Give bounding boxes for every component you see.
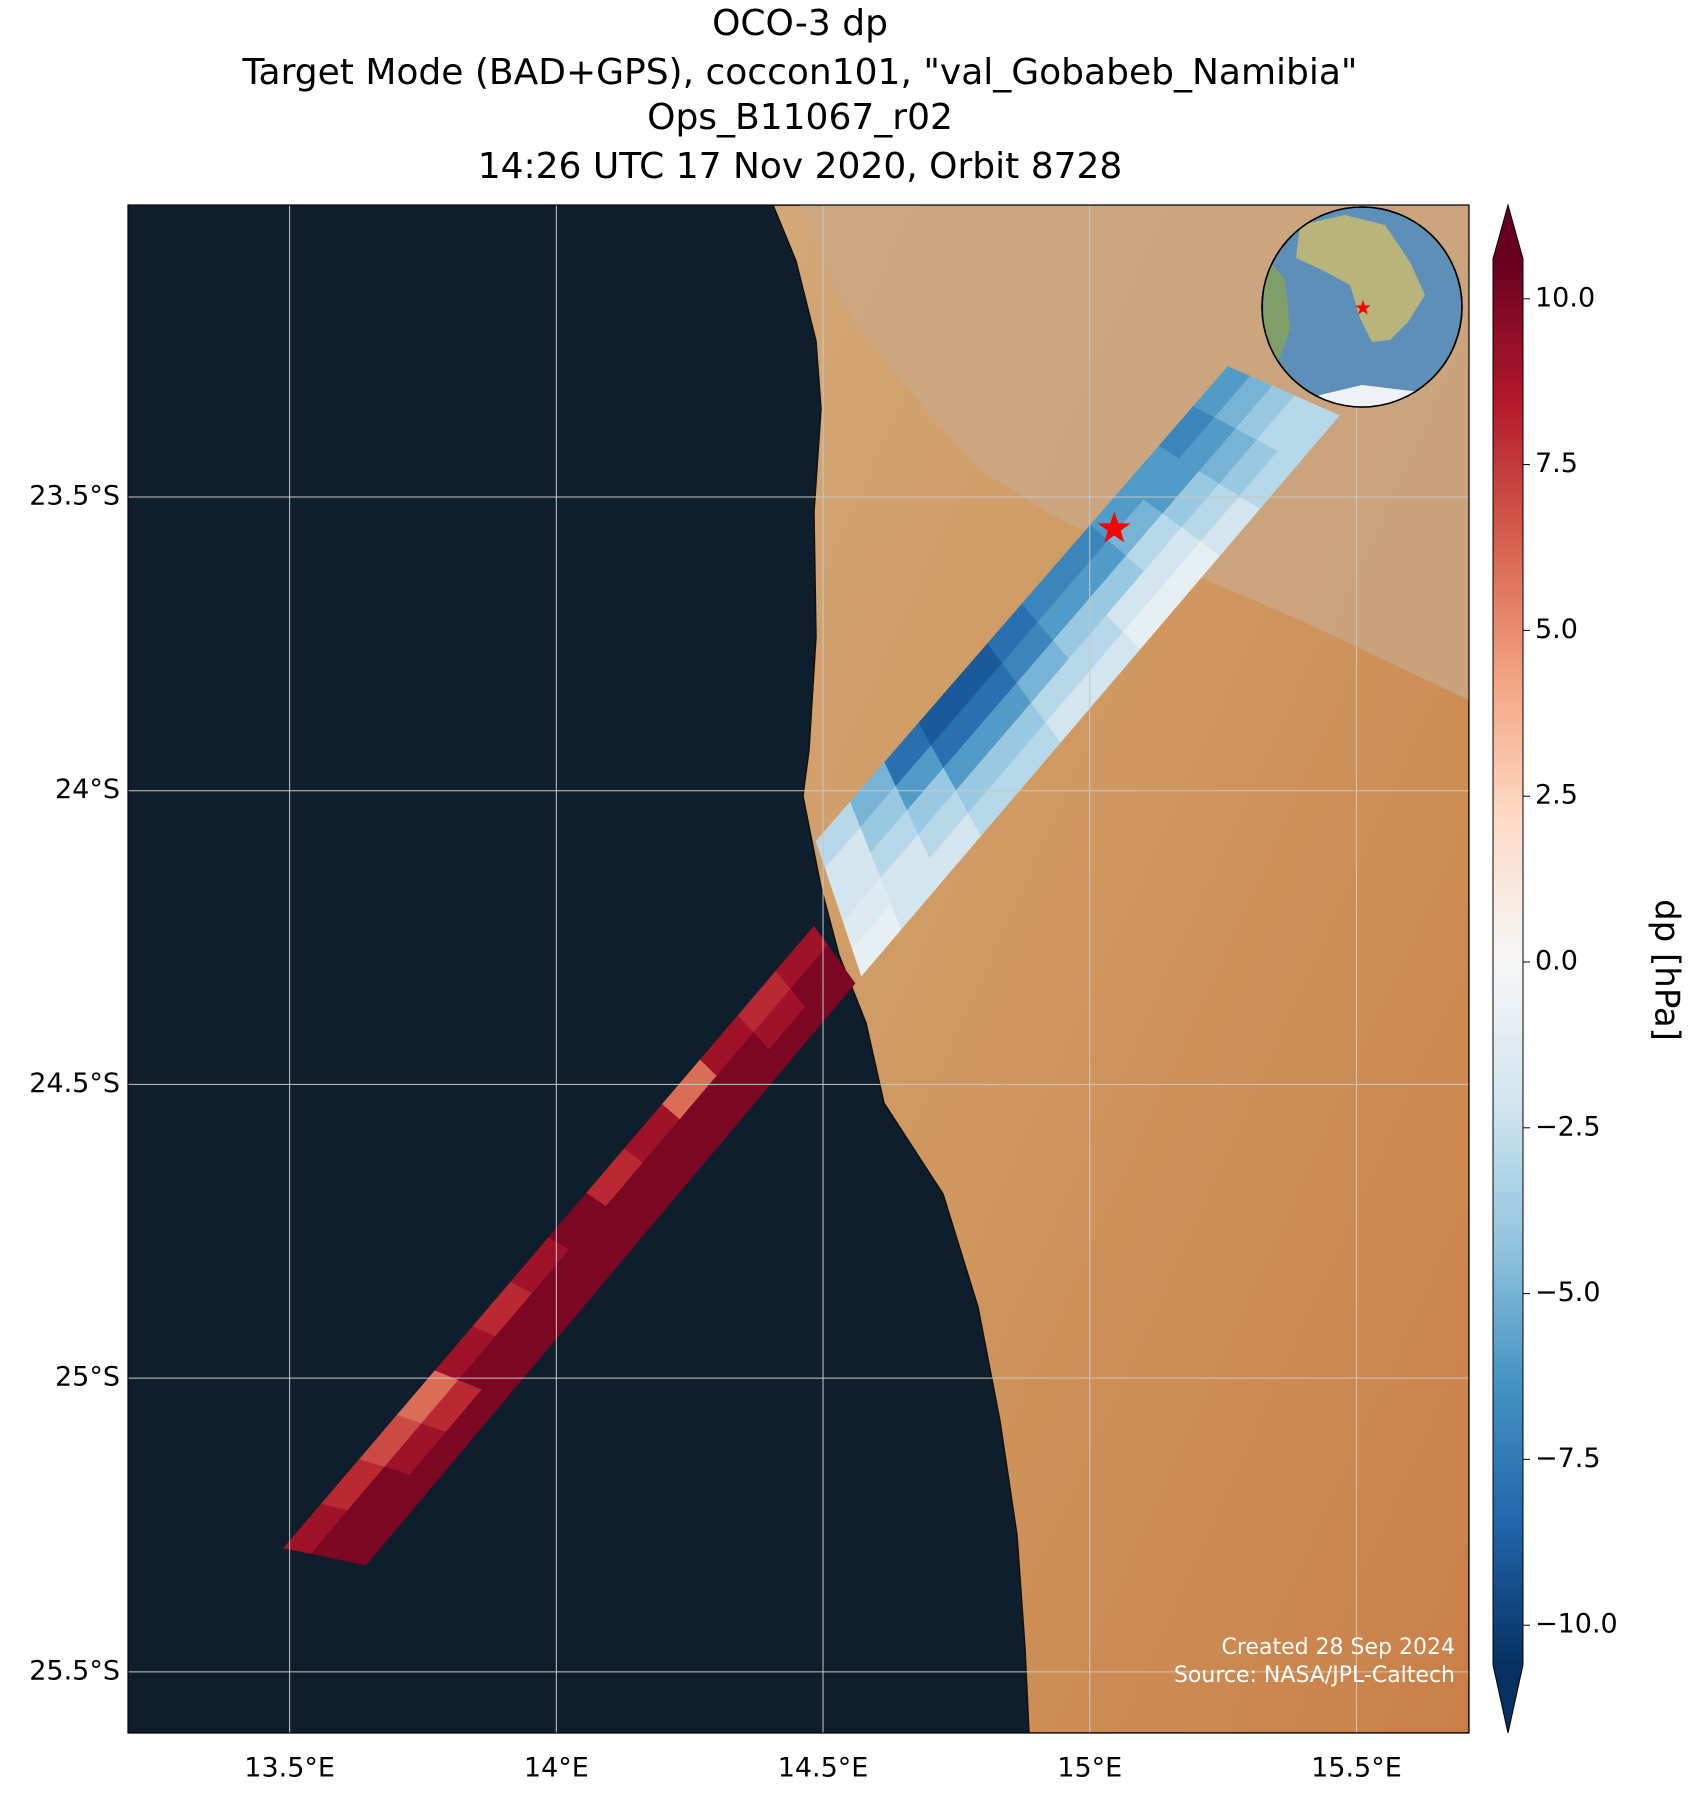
x-tick-label: 14.5°E: [778, 1753, 869, 1784]
colorbar-outline: [1492, 203, 1524, 1734]
globe-outline: [1261, 206, 1463, 408]
colorbar-tick-label: 10.0: [1535, 282, 1595, 313]
y-tick-label: 24°S: [55, 774, 120, 805]
colorbar-tick-label: 0.0: [1535, 946, 1578, 977]
y-tick-label: 25.5°S: [29, 1655, 120, 1686]
colorbar-tick-label: 7.5: [1535, 448, 1578, 479]
colorbar-extend-max: [1493, 205, 1523, 259]
annotation: Created 28 Sep 2024: [1222, 1635, 1456, 1660]
title-line: Ops_B11067_r02: [647, 97, 953, 138]
globe-africa: [1296, 215, 1425, 342]
colorbar-body: [1493, 259, 1523, 1665]
swath-cell: [1277, 405, 1340, 463]
site-marker: [1098, 511, 1131, 543]
colorbar: 10.0 7.5 5.0 2.5 0.0 −2.5 −5.0 −7.5 −10.0: [1492, 203, 1618, 1734]
title-line: 14:26 UTC 17 Nov 2020, Orbit 8728: [478, 146, 1123, 187]
title-line: Target Mode (BAD+GPS), coccon101, "val_G…: [242, 52, 1358, 93]
colorbar-tick-label: −5.0: [1535, 1277, 1601, 1308]
y-tick-label: 25°S: [55, 1362, 120, 1393]
x-tick-label: 15.5°E: [1311, 1753, 1402, 1784]
plot-area: [128, 205, 1469, 1733]
swath-cell: [805, 963, 856, 1026]
annotation: Source: NASA/JPL-Caltech: [1174, 1663, 1455, 1688]
colorbar-tick-label: 2.5: [1535, 780, 1578, 811]
map-frame: [127, 204, 1470, 1734]
colorbar-label: dp [hPa]: [1647, 899, 1687, 1041]
colorbar-tick-label: 5.0: [1535, 614, 1578, 645]
globe-site-marker: [1355, 300, 1371, 315]
x-tick-label: 15°E: [1057, 1753, 1122, 1784]
colorbar-tick-label: −7.5: [1535, 1443, 1601, 1474]
colorbar-tick-label: −10.0: [1535, 1609, 1618, 1640]
colorbar-extend-min: [1493, 1665, 1523, 1733]
y-tick-label: 23.5°S: [29, 480, 120, 511]
title-line: OCO-3 dp: [712, 3, 888, 44]
x-tick-label: 14°E: [524, 1753, 589, 1784]
y-tick-label: 24.5°S: [29, 1068, 120, 1099]
x-tick-label: 13.5°E: [244, 1753, 335, 1784]
colorbar-tick-label: −2.5: [1535, 1111, 1601, 1142]
